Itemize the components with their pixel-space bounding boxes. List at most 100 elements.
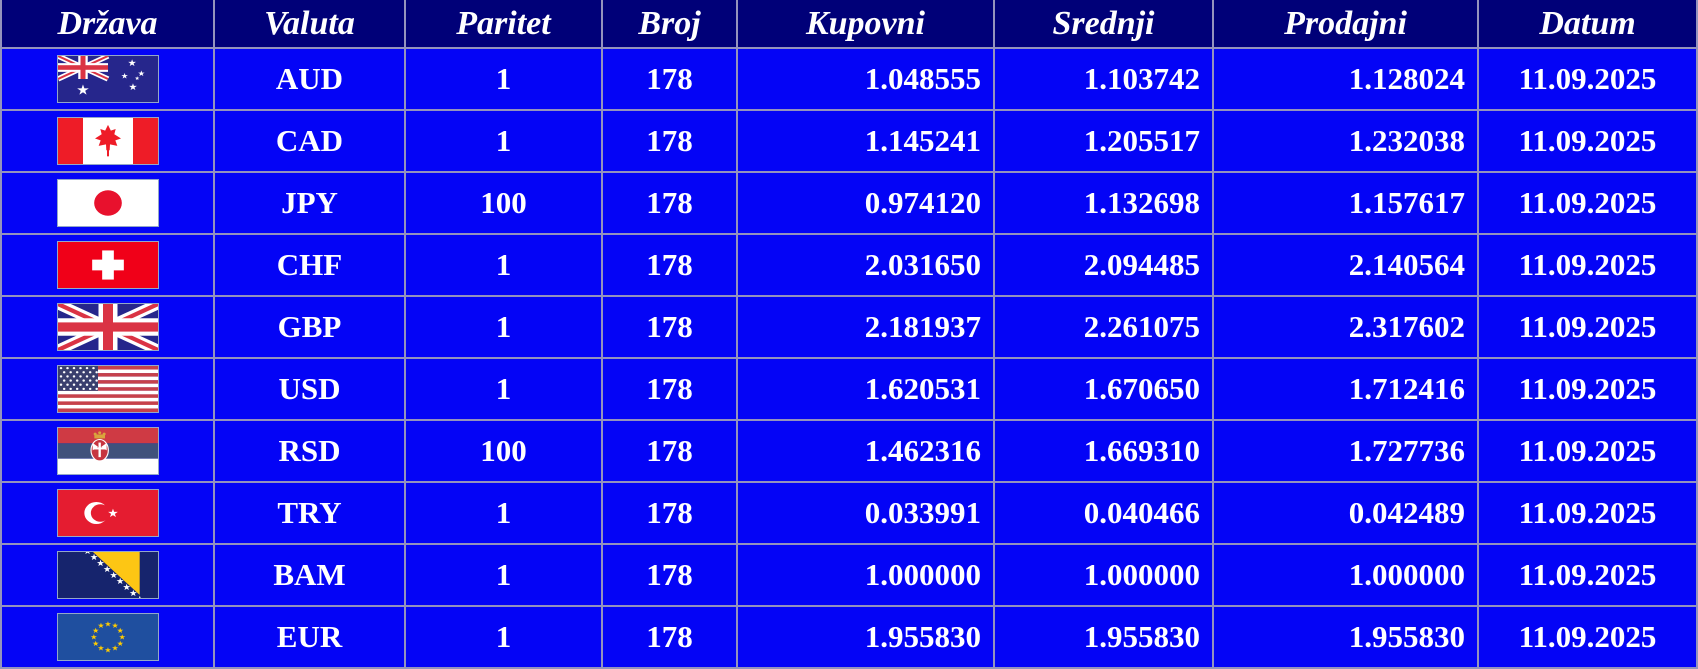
column-header-valuta: Valuta [215,0,404,47]
list-number-eur: 178 [603,607,736,667]
currency-code-chf: CHF [215,235,404,295]
column-header-srednji: Srednji [995,0,1212,47]
switzerland-flag-icon [56,241,159,289]
list-number-gbp: 178 [603,297,736,357]
country-flag-cell-rsd [2,421,213,481]
svg-text:★: ★ [76,83,89,98]
country-flag-cell-chf [2,235,213,295]
list-number-cad: 178 [603,111,736,171]
country-flag-cell-eur: ★ ★ ★ ★ ★ ★ ★ ★ ★ ★ ★ ★ [2,607,213,667]
buy-rate-bam: 1.000000 [738,545,993,605]
australia-flag-icon: ★ ★ ★ ★ ★ ★ [56,55,159,103]
rate-date-chf: 11.09.2025 [1479,235,1696,295]
svg-text:★: ★ [90,633,97,642]
country-flag-cell-jpy [2,173,213,233]
svg-text:★: ★ [135,595,143,598]
rate-date-gbp: 11.09.2025 [1479,297,1696,357]
list-number-chf: 178 [603,235,736,295]
column-header-broj: Broj [603,0,736,47]
mid-rate-gbp: 2.261075 [995,297,1212,357]
country-flag-cell-usd [2,359,213,419]
sell-rate-try: 0.042489 [1214,483,1477,543]
svg-text:★: ★ [109,571,117,581]
parity-value-chf: 1 [406,235,601,295]
buy-rate-usd: 1.620531 [738,359,993,419]
country-flag-cell-try: ★ [2,483,213,543]
rate-date-eur: 11.09.2025 [1479,607,1696,667]
currency-code-eur: EUR [215,607,404,667]
svg-text:★: ★ [104,646,111,655]
country-flag-cell-bam: ★★★★★★★★★ [2,545,213,605]
list-number-rsd: 178 [603,421,736,481]
country-flag-cell-cad [2,111,213,171]
rate-date-jpy: 11.09.2025 [1479,173,1696,233]
currency-code-try: TRY [215,483,404,543]
svg-text:★: ★ [111,644,118,653]
buy-rate-gbp: 2.181937 [738,297,993,357]
sell-rate-usd: 1.712416 [1214,359,1477,419]
mid-rate-chf: 2.094485 [995,235,1212,295]
svg-text:★: ★ [97,644,104,653]
sell-rate-chf: 2.140564 [1214,235,1477,295]
sell-rate-eur: 1.955830 [1214,607,1477,667]
currency-code-jpy: JPY [215,173,404,233]
column-header-prodajni: Prodajni [1214,0,1477,47]
buy-rate-eur: 1.955830 [738,607,993,667]
currency-code-cad: CAD [215,111,404,171]
mid-rate-eur: 1.955830 [995,607,1212,667]
country-flag-cell-gbp [2,297,213,357]
svg-text:★: ★ [127,58,136,69]
sell-rate-bam: 1.000000 [1214,545,1477,605]
svg-text:★: ★ [129,589,137,598]
svg-text:★: ★ [92,626,99,635]
list-number-jpy: 178 [603,173,736,233]
buy-rate-jpy: 0.974120 [738,173,993,233]
mid-rate-rsd: 1.669310 [995,421,1212,481]
svg-text:★: ★ [104,620,111,629]
mid-rate-bam: 1.000000 [995,545,1212,605]
column-header-drzava: Država [2,0,213,47]
canada-flag-icon [56,117,159,165]
currency-code-gbp: GBP [215,297,404,357]
svg-text:★: ★ [83,552,91,557]
mid-rate-try: 0.040466 [995,483,1212,543]
svg-text:★: ★ [102,565,110,575]
parity-value-try: 1 [406,483,601,543]
parity-value-cad: 1 [406,111,601,171]
sell-rate-aud: 1.128024 [1214,49,1477,109]
sell-rate-rsd: 1.727736 [1214,421,1477,481]
svg-text:★: ★ [107,506,118,519]
turkey-flag-icon: ★ [56,489,159,537]
rate-date-bam: 11.09.2025 [1479,545,1696,605]
buy-rate-chf: 2.031650 [738,235,993,295]
svg-text:★: ★ [134,76,139,82]
sell-rate-gbp: 2.317602 [1214,297,1477,357]
svg-text:★: ★ [122,583,130,593]
parity-value-gbp: 1 [406,297,601,357]
mid-rate-cad: 1.205517 [995,111,1212,171]
list-number-bam: 178 [603,545,736,605]
parity-value-jpy: 100 [406,173,601,233]
svg-text:★: ★ [96,559,104,569]
mid-rate-usd: 1.670650 [995,359,1212,419]
rate-date-rsd: 11.09.2025 [1479,421,1696,481]
bosnia-herzegovina-flag-icon: ★★★★★★★★★ [56,551,159,599]
currency-code-aud: AUD [215,49,404,109]
country-flag-cell-aud: ★ ★ ★ ★ ★ ★ [2,49,213,109]
svg-text:★: ★ [111,621,118,630]
svg-text:★: ★ [97,621,104,630]
svg-text:★: ★ [116,577,124,587]
buy-rate-rsd: 1.462316 [738,421,993,481]
parity-value-rsd: 100 [406,421,601,481]
japan-flag-icon [56,179,159,227]
parity-value-aud: 1 [406,49,601,109]
rate-date-aud: 11.09.2025 [1479,49,1696,109]
svg-text:★: ★ [116,626,123,635]
svg-text:★: ★ [137,69,144,78]
column-header-kupovni: Kupovni [738,0,993,47]
rate-date-try: 11.09.2025 [1479,483,1696,543]
rate-date-usd: 11.09.2025 [1479,359,1696,419]
list-number-try: 178 [603,483,736,543]
parity-value-eur: 1 [406,607,601,667]
